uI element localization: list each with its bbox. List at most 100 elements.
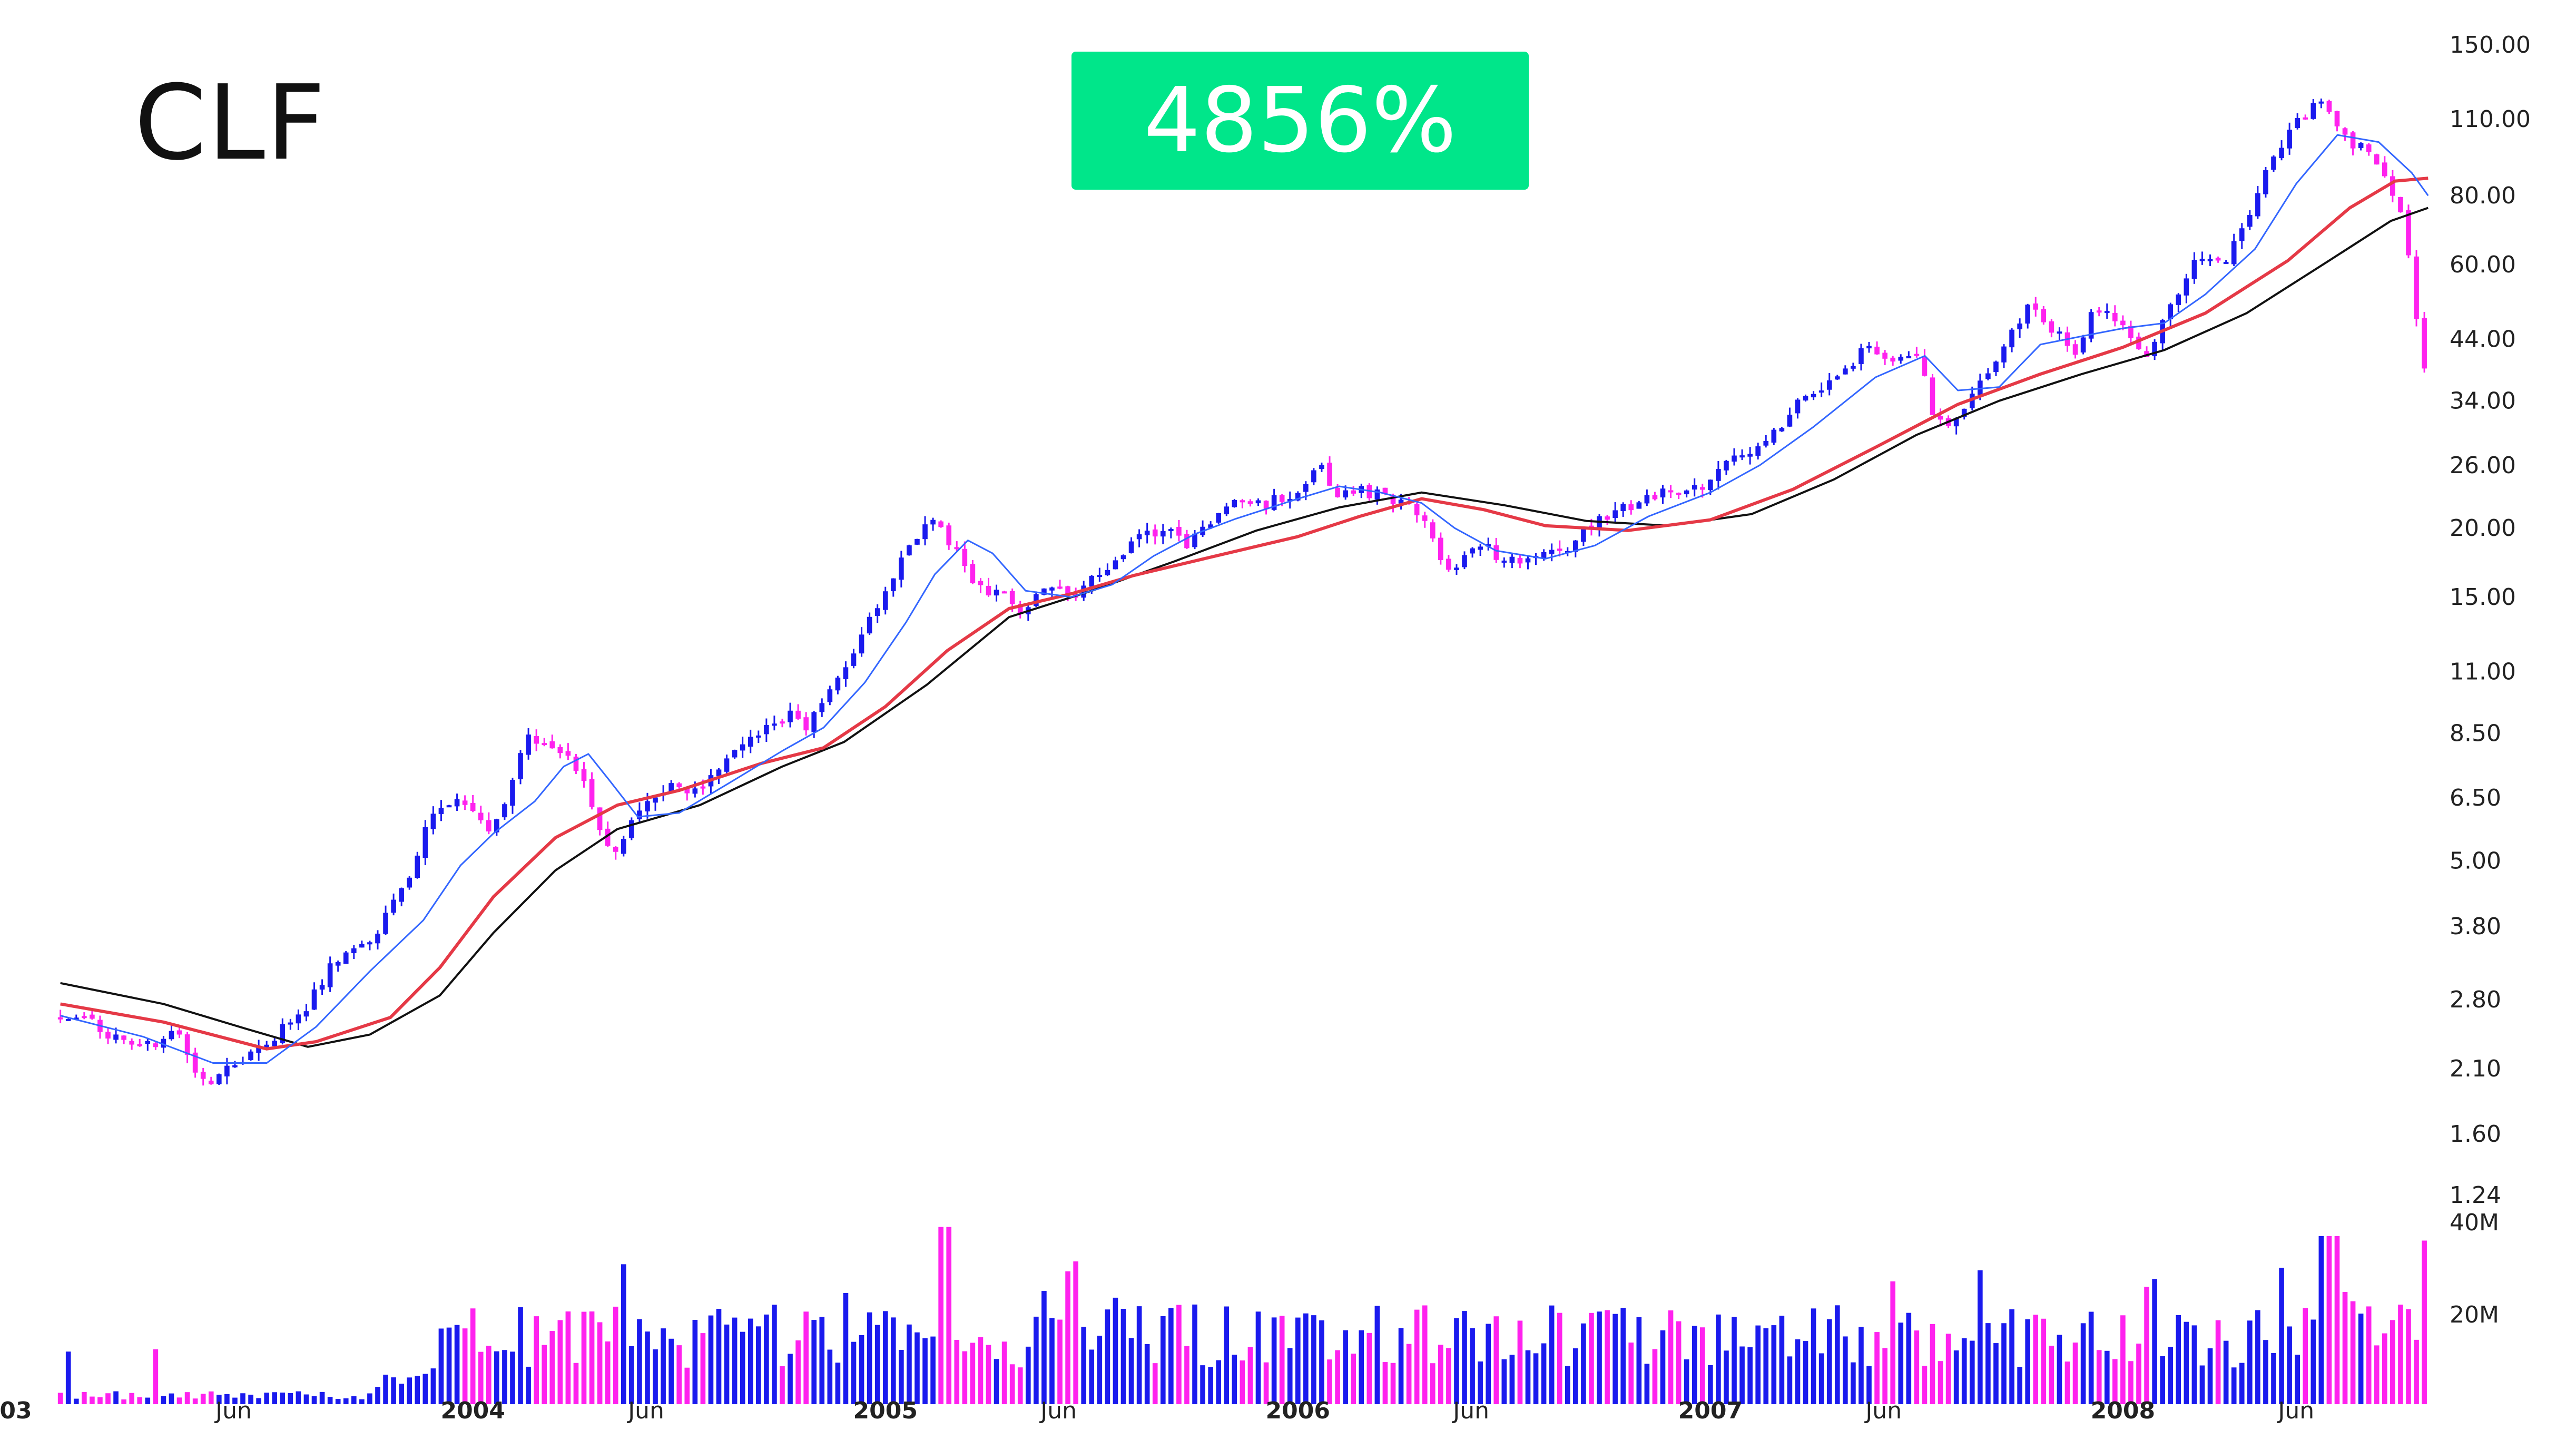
volume-bar — [1279, 1316, 1285, 1404]
volume-bar — [2358, 1314, 2364, 1404]
date-axis: 03 Jun 2004 Jun 2005 Jun 2006 Jun 2007 Jun 2008 Jun — [0, 1397, 2314, 1424]
volume-bar — [2057, 1335, 2062, 1404]
volume-bar — [1065, 1271, 1070, 1404]
candle-body — [1882, 352, 1887, 359]
candle-body — [1216, 513, 1222, 523]
candle-body — [811, 712, 817, 732]
volume-bar — [1676, 1321, 1682, 1404]
volume-bar — [1295, 1317, 1301, 1404]
volume-bar — [430, 1368, 436, 1404]
candle-body — [335, 962, 341, 966]
volume-bar — [755, 1326, 761, 1404]
volume-bar — [1914, 1330, 1920, 1404]
candle-body — [1961, 408, 1967, 417]
volume-bar — [303, 1394, 309, 1404]
volume-bar — [1890, 1281, 1896, 1404]
volume-bar — [565, 1311, 571, 1404]
volume-bar — [2025, 1319, 2030, 1404]
candle-body — [288, 1022, 293, 1025]
volume-bar — [1953, 1350, 1959, 1404]
candle-body — [2422, 318, 2427, 369]
candle-body — [1866, 346, 1872, 349]
candle-body — [2342, 128, 2348, 135]
candle-body — [526, 734, 531, 755]
volume-bar — [2080, 1323, 2086, 1404]
candle-body — [1136, 534, 1142, 540]
volume-bar — [1779, 1316, 1785, 1404]
volume-bar — [105, 1393, 111, 1404]
candle-body — [724, 758, 730, 772]
volume-bar — [1034, 1316, 1039, 1404]
candle-body — [1152, 529, 1158, 537]
volume-bar — [478, 1351, 484, 1404]
volume-bar — [1938, 1361, 1943, 1404]
volume-bar — [415, 1376, 420, 1404]
candle-body — [486, 820, 491, 831]
candle-body — [2390, 176, 2395, 196]
volume-bar — [113, 1391, 119, 1404]
candle-body — [1049, 587, 1055, 591]
volume-bar — [613, 1306, 618, 1404]
candle-body — [1525, 558, 1531, 563]
volume-bar — [1462, 1311, 1467, 1404]
volume-bar — [97, 1397, 103, 1404]
candle-body — [1295, 493, 1301, 501]
candle-body — [1128, 541, 1134, 553]
candle-body — [1938, 416, 1943, 420]
volume-bar — [1327, 1359, 1332, 1404]
volume-bar — [1366, 1333, 1372, 1404]
performance-badge: 4856% — [1071, 52, 1529, 190]
volume-bar — [121, 1399, 126, 1404]
candle-body — [1826, 380, 1832, 390]
volume-bar — [994, 1359, 999, 1404]
volume-bar — [2406, 1309, 2411, 1404]
volume-bar — [1041, 1291, 1047, 1404]
volume-bar — [2382, 1333, 2387, 1404]
volume-bar — [1874, 1332, 1880, 1404]
volume-bar — [1636, 1317, 1642, 1404]
volume-bar — [2398, 1305, 2403, 1404]
volume-bar — [2263, 1340, 2268, 1404]
volume-bar — [1866, 1366, 1872, 1404]
volume-bar — [1898, 1323, 1904, 1404]
volume-bar — [351, 1396, 357, 1404]
volume-bar — [1398, 1328, 1404, 1404]
volume-bar — [1652, 1349, 1658, 1404]
volume-bar — [2072, 1343, 2078, 1404]
price-tick-label: 60.00 — [2450, 251, 2516, 278]
candle-body — [462, 800, 468, 805]
candle-body — [2009, 329, 2014, 348]
volume-bar — [621, 1264, 626, 1404]
volume-bar — [2176, 1315, 2181, 1404]
candle-body — [700, 786, 706, 789]
candle-body — [851, 653, 857, 666]
volume-bar — [1724, 1350, 1729, 1404]
volume-bar — [383, 1374, 388, 1404]
volume-bar — [240, 1393, 245, 1404]
candle-body — [2112, 312, 2118, 321]
candle-body — [2310, 103, 2316, 119]
volume-bar — [1708, 1365, 1713, 1404]
candle-body — [113, 1034, 119, 1040]
volume-bar — [1620, 1308, 1626, 1404]
candle-body — [772, 723, 777, 726]
candle-body — [1057, 586, 1063, 589]
candle-body — [2128, 326, 2133, 338]
candle-body — [1009, 591, 1015, 604]
candle-body — [200, 1072, 206, 1079]
volume-bar — [1144, 1344, 1150, 1404]
date-tick-label: 2004 — [440, 1397, 505, 1424]
candle-body — [391, 899, 396, 913]
volume-bar — [772, 1305, 777, 1404]
candle-body — [1597, 516, 1602, 530]
volume-bar — [1763, 1328, 1769, 1404]
candle-body — [1652, 495, 1658, 499]
volume-bar — [2215, 1320, 2221, 1404]
candle-body — [597, 807, 603, 830]
volume-bar — [359, 1399, 365, 1404]
candle-body — [1843, 368, 1848, 375]
candle-body — [1779, 428, 1785, 432]
price-tick-label: 20.00 — [2450, 515, 2516, 542]
candle-body — [57, 1017, 63, 1020]
candle-body — [1343, 490, 1348, 498]
